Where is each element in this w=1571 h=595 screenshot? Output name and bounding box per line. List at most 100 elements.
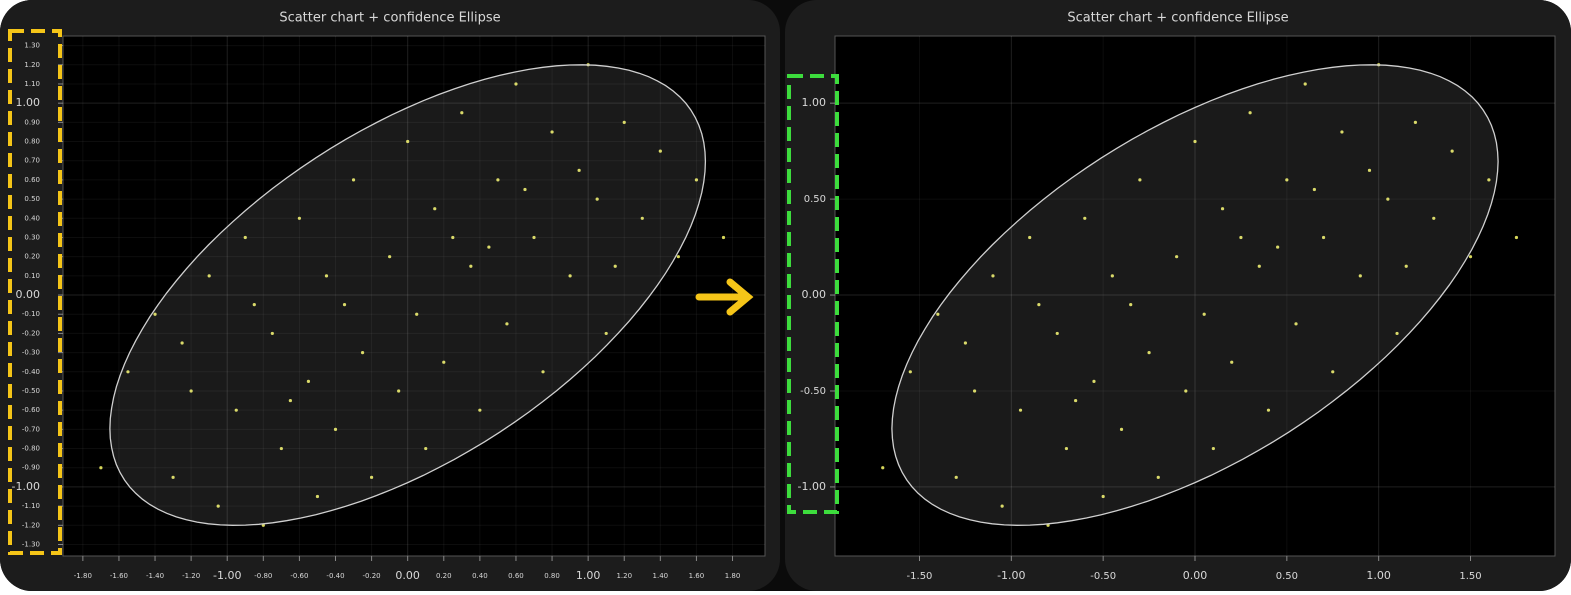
x-tick-label: 1.00 [1366, 569, 1391, 582]
x-tick-label: -1.00 [213, 569, 241, 582]
scatter-point [1276, 245, 1280, 249]
scatter-point [351, 178, 356, 182]
scatter-point [1175, 255, 1179, 259]
scatter-point [523, 187, 527, 192]
scatter-point [1514, 235, 1519, 240]
scatter-point [1220, 207, 1225, 211]
scatter-point [577, 168, 581, 172]
scatter-point [963, 341, 968, 345]
scatter-point [406, 139, 410, 144]
scatter-point [496, 178, 500, 182]
scatter-point [99, 466, 103, 470]
plot-area [62, 35, 766, 557]
scatter-point [243, 235, 247, 240]
x-tick-label: 0.20 [436, 572, 452, 580]
scatter-point [306, 379, 311, 383]
x-tick-label: -0.50 [1090, 571, 1116, 582]
scatter-point [541, 370, 545, 374]
scatter-point [1101, 494, 1105, 499]
y-tick-label: -1.00 [12, 480, 40, 493]
scatter-point [487, 245, 491, 249]
scatter-point [1074, 398, 1078, 403]
scatter-point [1303, 82, 1307, 86]
scatter-point [342, 303, 347, 307]
y-tick-label: 0.40 [24, 214, 40, 222]
x-tick-label: -1.20 [182, 572, 200, 580]
scatter-point [604, 331, 608, 336]
scatter-point [252, 303, 256, 307]
scatter-point [1138, 178, 1142, 182]
scatter-point [1321, 235, 1326, 240]
charts: Scatter chart + confidence Ellipse -1.80 -… [12, 11, 1556, 582]
scatter-point [972, 389, 977, 393]
x-tick-label: -1.60 [110, 572, 128, 580]
confidence-ellipse [891, 64, 1499, 526]
scatter-point [388, 255, 392, 259]
scatter-point [514, 82, 518, 86]
scatter-point [216, 504, 220, 508]
scatter-point [1092, 379, 1096, 383]
scatter-point [532, 235, 536, 240]
y-tick-label: 1.30 [24, 42, 40, 50]
x-tick-label: -0.60 [290, 572, 308, 580]
y-tick-label: -0.80 [22, 445, 40, 453]
y-tick-label: -0.70 [22, 425, 40, 433]
scatter-point [442, 360, 446, 364]
x-tick-label: 1.50 [1459, 571, 1481, 582]
scatter-point [153, 312, 157, 316]
scatter-point [1129, 303, 1133, 307]
y-tick-label: 0.50 [24, 195, 40, 203]
scatter-point [180, 341, 184, 345]
x-tick-label: -0.80 [254, 572, 272, 580]
scatter-point [1248, 111, 1252, 115]
scatter-point [1018, 408, 1023, 412]
scatter-point [460, 111, 464, 115]
chart: Scatter chart + confidence Ellipse -1.50 -… [798, 11, 1556, 582]
scatter-point [1285, 178, 1289, 182]
scatter-point [1266, 408, 1271, 412]
scatter-point [954, 475, 958, 479]
x-tick-label: -1.50 [907, 571, 933, 582]
scatter-point [640, 216, 644, 220]
scatter-point [694, 178, 699, 182]
y-tick-label: -0.30 [22, 349, 40, 357]
scatter-point [1386, 197, 1390, 201]
scatter-point [333, 427, 338, 431]
y-tick-label: -1.00 [798, 480, 826, 493]
x-tick-label: 0.80 [544, 572, 560, 580]
scatter-point [171, 475, 175, 479]
scatter-point [270, 331, 274, 336]
scatter-point [936, 312, 940, 316]
y-tick-label: 0.00 [802, 288, 827, 301]
arrow [695, 278, 754, 316]
y-tick-label: -0.50 [22, 387, 40, 395]
chart-title: Scatter chart + confidence Ellipse [1067, 11, 1288, 26]
x-tick-label: -0.40 [326, 572, 344, 580]
x-tick-label: -1.80 [74, 572, 92, 580]
scatter-point [1432, 216, 1436, 220]
scatter-point [126, 370, 130, 374]
scatter-point [315, 494, 320, 499]
scatter-point [397, 389, 401, 393]
plot-area [834, 35, 1556, 557]
scatter-point [469, 264, 473, 268]
scatter-point [1312, 187, 1316, 192]
x-tick-label: 1.40 [653, 572, 669, 580]
scatter-point [1331, 370, 1335, 374]
scatter-point [1110, 274, 1114, 278]
scatter-point [622, 120, 626, 124]
scatter-point [1156, 475, 1160, 479]
x-tick-label: 0.60 [508, 572, 524, 580]
scatter-point [991, 274, 995, 278]
scatter-point [613, 264, 617, 268]
scatter-point [1239, 235, 1243, 240]
x-tick-label: 1.80 [725, 572, 741, 580]
scatter-point [1404, 264, 1408, 268]
scatter-point [1450, 149, 1454, 153]
y-tick-label: 1.00 [16, 96, 41, 109]
scatter-point [478, 408, 482, 412]
scatter-point [568, 274, 572, 278]
y-tick-label: 0.20 [24, 253, 40, 261]
scatter-point [1358, 274, 1362, 278]
